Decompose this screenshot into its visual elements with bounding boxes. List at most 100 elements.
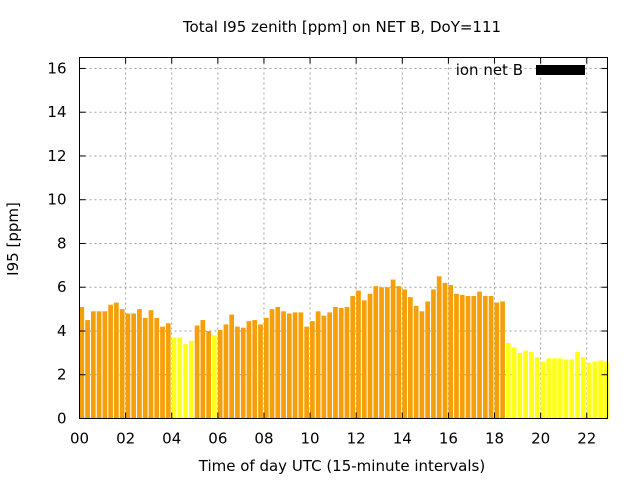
- bar: [286, 313, 292, 419]
- x-tick-label: 10: [301, 430, 320, 448]
- bar: [356, 290, 361, 419]
- bar: [436, 276, 442, 419]
- bar: [183, 344, 188, 419]
- bar: [188, 340, 194, 419]
- bar: [154, 317, 160, 419]
- bar: [517, 352, 523, 419]
- bar: [569, 359, 575, 419]
- y-tick-label: 0: [57, 410, 67, 428]
- bar: [373, 286, 379, 419]
- bar: [350, 295, 356, 419]
- bar: [402, 289, 407, 419]
- x-axis-label: Time of day UTC (15-minute intervals): [198, 457, 485, 475]
- bar: [390, 279, 396, 419]
- bar: [263, 317, 269, 419]
- y-tick-label: 12: [47, 147, 66, 165]
- bar: [298, 312, 304, 419]
- bar: [148, 310, 154, 419]
- bar: [223, 324, 229, 419]
- bar: [557, 358, 563, 419]
- bar: [534, 357, 540, 419]
- bar: [310, 321, 315, 419]
- x-tick-label: 22: [577, 430, 596, 448]
- bar: [114, 302, 119, 419]
- bar: [575, 351, 580, 419]
- bar: [344, 306, 350, 419]
- x-tick-label: 04: [162, 430, 181, 448]
- bar: [592, 361, 598, 419]
- bar: [142, 317, 148, 419]
- bar: [229, 314, 235, 419]
- y-tick-label: 2: [57, 366, 67, 384]
- bar: [552, 358, 557, 419]
- x-tick-label: 12: [347, 430, 366, 448]
- bar: [171, 337, 177, 419]
- bar: [160, 326, 165, 419]
- bar: [563, 359, 569, 419]
- x-tick-label: 06: [208, 430, 227, 448]
- bar: [165, 323, 171, 419]
- bar: [315, 311, 321, 419]
- x-tick-label: 02: [116, 430, 135, 448]
- bar: [327, 312, 333, 419]
- x-tick-label: 08: [254, 430, 273, 448]
- bar: [240, 327, 246, 419]
- bar: [125, 313, 131, 419]
- bar: [252, 320, 258, 419]
- bar: [281, 311, 286, 419]
- bar: [206, 330, 211, 419]
- bar: [292, 312, 298, 419]
- bar: [379, 287, 384, 419]
- bar: [367, 293, 373, 419]
- bar: [500, 301, 505, 419]
- bar: [338, 308, 344, 419]
- bar: [431, 289, 436, 419]
- bar: [540, 361, 546, 419]
- bar: [494, 302, 500, 419]
- y-axis-label: I95 [ppm]: [4, 202, 22, 276]
- bars-layer: [79, 276, 609, 419]
- y-tick-label: 8: [57, 234, 67, 252]
- bar: [471, 295, 477, 419]
- x-tick-label: 18: [485, 430, 504, 448]
- bar: [477, 291, 482, 419]
- bar: [217, 329, 223, 419]
- x-tick-label: 16: [439, 430, 458, 448]
- x-tick-label: 20: [531, 430, 550, 448]
- bar: [488, 295, 494, 419]
- bar: [523, 350, 529, 419]
- bar: [333, 306, 338, 419]
- bar: [384, 287, 390, 419]
- bar: [102, 311, 108, 419]
- bar: [419, 311, 425, 419]
- bar: [505, 343, 511, 419]
- bar: [79, 306, 85, 419]
- y-tick-label: 6: [57, 278, 67, 296]
- bar: [425, 301, 431, 419]
- y-tick-label: 14: [47, 103, 66, 121]
- bar: [212, 335, 217, 419]
- bar: [131, 313, 137, 419]
- bar: [304, 326, 309, 419]
- y-tick-label: 4: [57, 322, 67, 340]
- bar: [413, 305, 419, 419]
- bar: [235, 326, 240, 419]
- bar: [246, 321, 252, 419]
- x-tick-label: 00: [70, 430, 89, 448]
- bar: [85, 320, 90, 419]
- bar: [482, 295, 488, 419]
- bar: [408, 297, 413, 419]
- legend-label: ion net B: [456, 61, 523, 79]
- bar: [546, 358, 552, 419]
- bar: [177, 337, 183, 419]
- bar: [529, 351, 534, 419]
- bar: [396, 286, 402, 419]
- bar: [465, 295, 471, 419]
- bar: [108, 304, 113, 419]
- chart-title: Total I95 zenith [ppm] on NET B, DoY=111: [182, 18, 501, 36]
- bar: [511, 347, 517, 419]
- bar: [269, 309, 275, 419]
- bar: [454, 293, 459, 419]
